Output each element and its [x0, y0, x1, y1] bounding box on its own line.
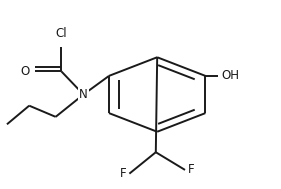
- Text: Cl: Cl: [55, 27, 67, 40]
- Text: N: N: [79, 88, 88, 101]
- Text: F: F: [188, 163, 194, 176]
- Text: OH: OH: [221, 69, 239, 82]
- Text: F: F: [120, 167, 126, 180]
- Text: O: O: [21, 65, 30, 78]
